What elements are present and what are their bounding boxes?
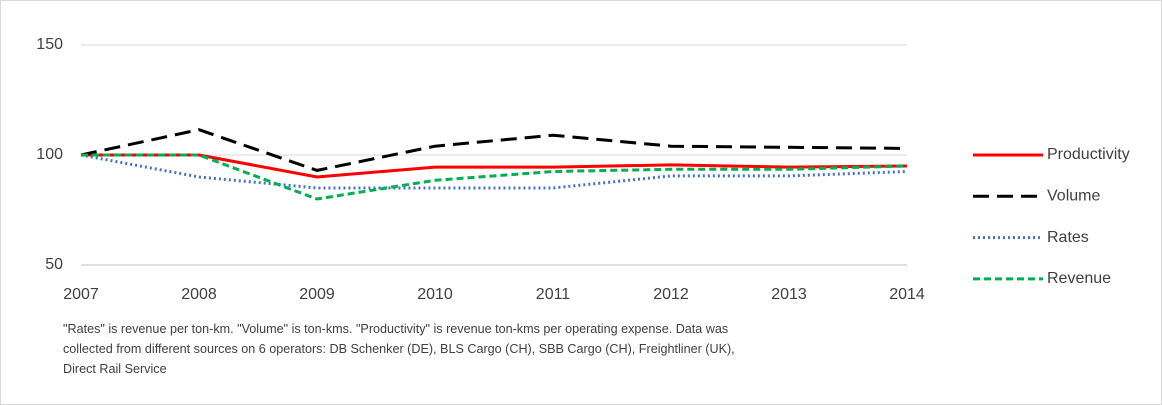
y-tick-label: 50: [45, 256, 63, 273]
x-tick-label: 2009: [299, 286, 335, 303]
x-tick-label: 2014: [889, 286, 925, 303]
x-tick-label: 2012: [653, 286, 689, 303]
chart-note: "Rates" is revenue per ton-km. "Volume" …: [63, 322, 735, 376]
x-tick-label: 2008: [181, 286, 217, 303]
x-tick-label: 2007: [63, 286, 99, 303]
series-line: [81, 153, 908, 179]
x-tick-label: 2011: [536, 286, 571, 303]
x-tick-label: 2013: [771, 286, 807, 303]
x-tick-label: 2010: [417, 286, 453, 303]
series-line: [80, 153, 908, 190]
legend-label: Rates: [1047, 229, 1089, 246]
y-tick-label: 100: [36, 146, 63, 163]
legend-label: Revenue: [1047, 270, 1111, 287]
legend-label: Volume: [1047, 188, 1100, 205]
y-tick-label: 150: [36, 36, 63, 53]
legend-label: Productivity: [1047, 146, 1130, 163]
series-line: [81, 153, 908, 201]
series-line: [80, 128, 908, 172]
